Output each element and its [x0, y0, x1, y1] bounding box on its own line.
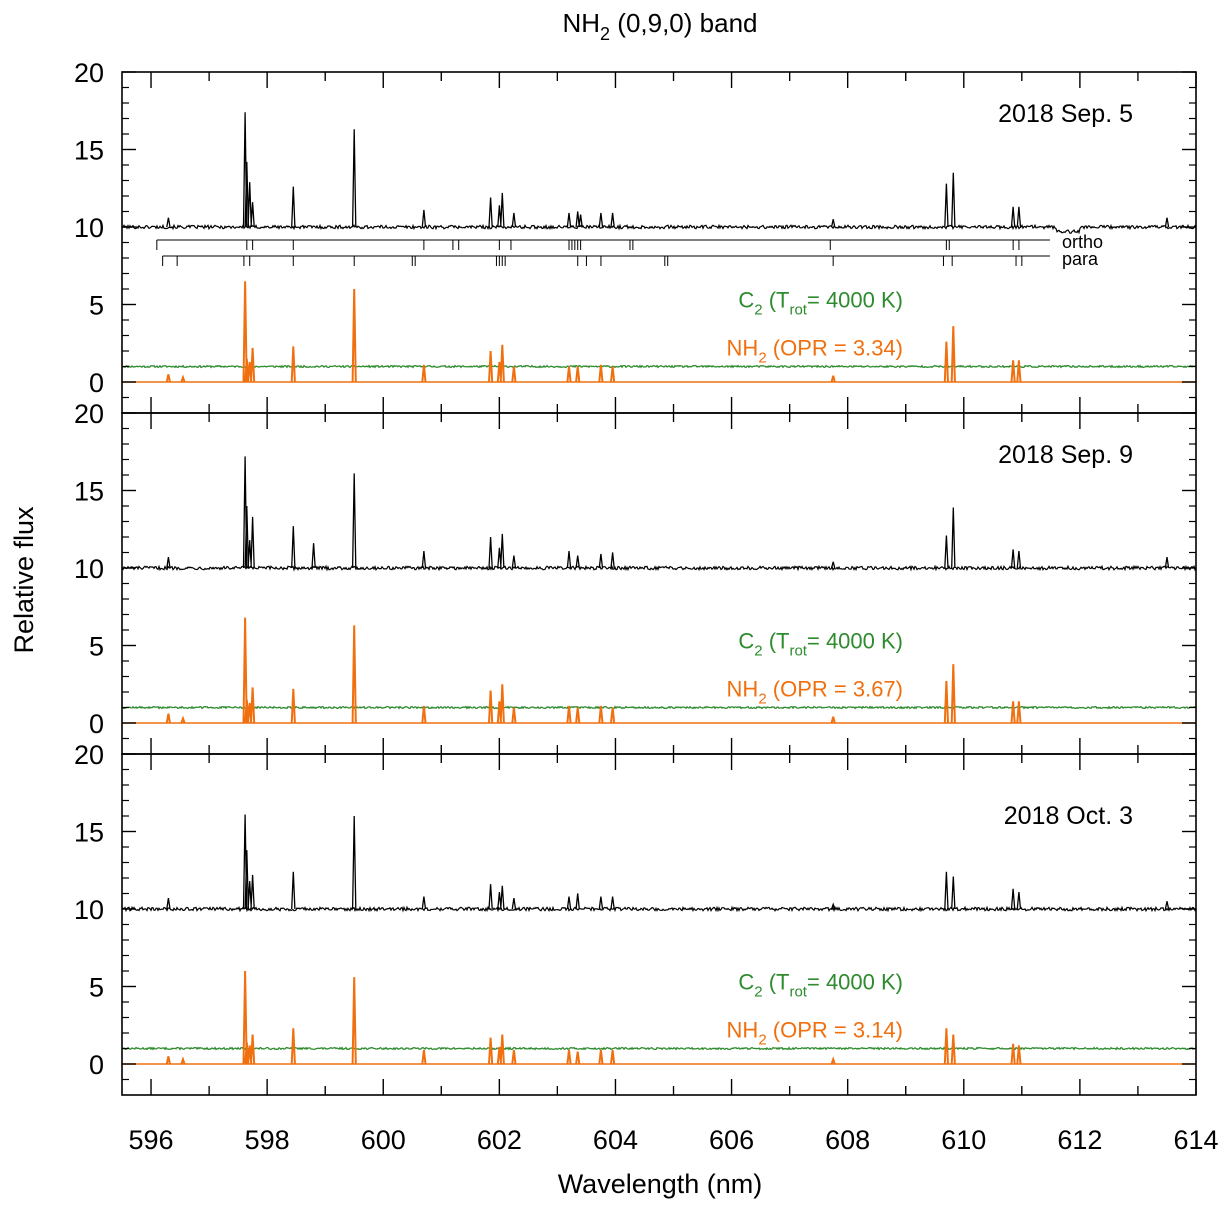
c2-model-line [121, 1046, 1197, 1051]
y-tick-label: 10 [74, 213, 104, 243]
x-tick-label: 598 [245, 1125, 290, 1155]
x-tick-label: 600 [361, 1125, 406, 1155]
nh2-model-peaks [165, 617, 1022, 724]
c2-model-label: C2 (Trot= 4000 K) [738, 288, 903, 319]
y-tick-label: 5 [89, 973, 104, 1003]
c2-model-line [121, 364, 1197, 369]
x-tick-label: 602 [477, 1125, 522, 1155]
y-tick-label: 15 [74, 477, 104, 507]
c2-model-line [121, 705, 1197, 710]
panel-1: 0 5 10 15 20 2018 Sep. 5 C2 (Trot= 4000 K) NH2 … [74, 58, 1197, 414]
x-tick-label: 604 [593, 1125, 638, 1155]
x-tick-label: 608 [825, 1125, 870, 1155]
y-tick-label: 0 [89, 368, 104, 398]
y-tick-label: 10 [74, 554, 104, 584]
x-tick-label: 610 [941, 1125, 986, 1155]
observed-spectrum-line [121, 905, 1197, 913]
x-tick-label: 612 [1057, 1125, 1102, 1155]
y-tick-label: 0 [89, 1050, 104, 1080]
figure-title: NH2 (0,9,0) band [562, 8, 757, 44]
x-axis-label: Wavelength (nm) [558, 1169, 763, 1199]
panel-date-label: 2018 Sep. 5 [998, 100, 1133, 128]
y-tick-label: 0 [89, 709, 104, 739]
x-tick-label: 606 [709, 1125, 754, 1155]
observed-spectrum-peaks [166, 456, 1170, 569]
nh2-model-label: NH2 (OPR = 3.67) [727, 676, 903, 707]
y-tick-label: 20 [74, 399, 104, 429]
para-label: para [1062, 249, 1099, 269]
observed-spectrum-line [121, 223, 1197, 235]
panel-2: 0 5 10 15 20 2018 Sep. 9 C2 (Trot= 4000 K) NH2 … [74, 399, 1197, 755]
x-tick-label: 596 [128, 1125, 173, 1155]
observed-spectrum-peaks [166, 112, 1170, 228]
x-tick-labels: 596 598 600 602 604 606 608 610 612 614 [128, 1125, 1218, 1155]
panel-date-label: 2018 Sep. 9 [998, 441, 1133, 469]
nh2-model-label: NH2 (OPR = 3.34) [727, 335, 903, 366]
panel-date-label: 2018 Oct. 3 [1004, 802, 1133, 830]
observed-spectrum-line [121, 564, 1197, 572]
y-tick-label: 20 [74, 58, 104, 88]
x-tick-label: 614 [1173, 1125, 1218, 1155]
c2-model-label: C2 (Trot= 4000 K) [738, 970, 903, 1001]
panels-group: 0 5 10 15 20 2018 Sep. 5 C2 (Trot= 4000 K) NH2 … [74, 58, 1197, 1096]
panel-3: 0 5 10 15 20 2018 Oct. 3 C2 (Trot= 4000 K) NH2 … [74, 740, 1197, 1096]
y-tick-label: 5 [89, 632, 104, 662]
nh2-model-peaks [165, 970, 1022, 1065]
y-tick-label: 10 [74, 895, 104, 925]
y-tick-label: 20 [74, 740, 104, 770]
nh2-model-peaks [165, 281, 1022, 383]
y-tick-label: 15 [74, 136, 104, 166]
nh2-model-label: NH2 (OPR = 3.14) [727, 1017, 903, 1048]
c2-model-label: C2 (Trot= 4000 K) [738, 629, 903, 660]
observed-spectrum-peaks [166, 814, 1170, 910]
ortho-label: ortho [1062, 232, 1103, 252]
y-tick-label: 5 [89, 291, 104, 321]
y-axis-label: Relative flux [9, 506, 39, 654]
y-tick-label: 15 [74, 818, 104, 848]
